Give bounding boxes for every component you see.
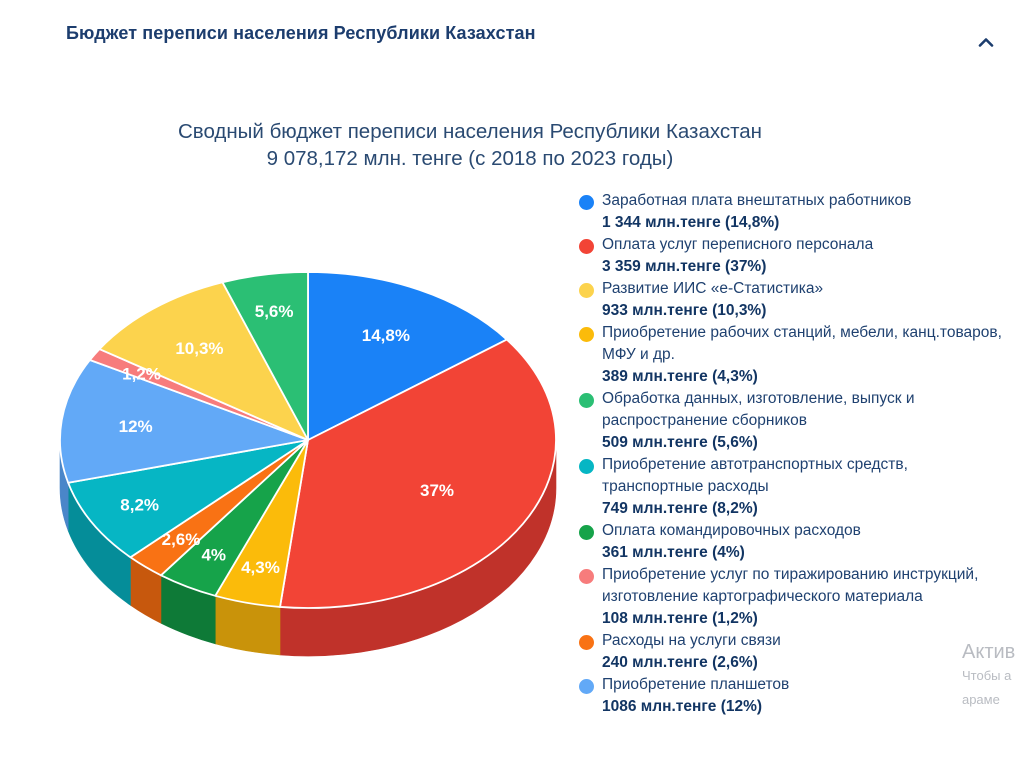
legend-label: Обработка данных, изготовление, выпуск и… xyxy=(602,390,915,429)
legend-value: 509 млн.тенге (5,6%) xyxy=(602,434,758,451)
legend-label: Оплата услуг переписного персонала xyxy=(602,236,874,253)
legend-item: Развитие ИИС «e-Статистика» 933 млн.тенге… xyxy=(578,278,1018,322)
legend-color-dot xyxy=(579,393,594,408)
pie-slice xyxy=(307,271,508,441)
pie-slice xyxy=(98,281,309,441)
chevron-up-icon xyxy=(978,38,994,47)
accordion-header[interactable]: Бюджет переписи населения Республики Каз… xyxy=(0,0,1024,70)
legend-value: 749 млн.тенге (8,2%) xyxy=(602,500,758,517)
pie-slice-label: 2,6% xyxy=(162,530,201,549)
legend-value: 933 млн.тенге (10,3%) xyxy=(602,302,767,319)
legend-value: 3 359 млн.тенге (37%) xyxy=(602,258,767,275)
legend-item: Приобретение автотранспортных средств, т… xyxy=(578,454,1018,520)
legend-color-dot xyxy=(579,569,594,584)
legend-item: Приобретение рабочих станций, мебели, ка… xyxy=(578,322,1018,388)
legend-label: Развитие ИИС «e-Статистика» xyxy=(602,280,824,297)
pie-slice-label: 4,3% xyxy=(241,558,280,577)
pie-slice-label: 12% xyxy=(119,417,153,436)
legend-label: Оплата командировочных расходов xyxy=(602,522,861,539)
pie-slice xyxy=(59,359,309,484)
accordion-title: Бюджет переписи населения Республики Каз… xyxy=(66,23,536,43)
legend-item: Заработная плата внештатных работников 1 … xyxy=(578,190,1018,234)
pie-slice xyxy=(67,439,309,559)
legend-value: 389 млн.тенге (4,3%) xyxy=(602,368,758,385)
pie-slice-label: 1,2% xyxy=(122,364,161,383)
legend-item: Расходы на услуги связи 240 млн.тенге (2,… xyxy=(578,630,1018,674)
chart-legend: Заработная плата внештатных работников 1 … xyxy=(578,190,1018,718)
pie-slice-label: 8,2% xyxy=(120,496,159,515)
legend-label: Приобретение услуг по тиражированию инст… xyxy=(602,566,979,605)
watermark-title: Актив xyxy=(962,641,1016,663)
legend-color-dot xyxy=(579,525,594,540)
pie-slice-label: 14,8% xyxy=(362,326,410,345)
legend-item: Обработка данных, изготовление, выпуск и… xyxy=(578,388,1018,454)
legend-label: Приобретение рабочих станций, мебели, ка… xyxy=(602,324,1002,363)
pie-slice-label: 37% xyxy=(420,481,454,500)
legend-label: Расходы на услуги связи xyxy=(602,632,781,649)
watermark-line: Чтобы а xyxy=(962,668,1012,683)
chart-subtitle: 9 078,172 млн. тенге (с 2018 по 2023 год… xyxy=(266,147,674,170)
pie-chart: 14,8% 37% 4,3% 4%2,6%8,2% 12% 1,2% 10,3% 5,6% xyxy=(59,271,557,657)
legend-color-dot xyxy=(579,635,594,650)
pie-slice-label: 10,3% xyxy=(175,339,223,358)
collapse-button[interactable] xyxy=(972,30,1000,54)
windows-activation-watermark: Актив Чтобы а "Параме xyxy=(962,640,1024,720)
chart-title: Сводный бюджет переписи населения Респуб… xyxy=(177,120,763,143)
legend-item: Приобретение планшетов 1086 млн.тенге (12… xyxy=(578,674,1018,718)
legend-value: 1 344 млн.тенге (14,8%) xyxy=(602,214,780,231)
legend-color-dot xyxy=(579,459,594,474)
pie-slice-label: 5,6% xyxy=(255,302,294,321)
legend-color-dot xyxy=(579,195,594,210)
legend-label: Приобретение планшетов xyxy=(602,676,790,693)
pie-slice xyxy=(279,338,557,609)
legend-color-dot xyxy=(579,283,594,298)
legend-value: 240 млн.тенге (2,6%) xyxy=(602,654,758,671)
pie-slice-label: 4% xyxy=(201,545,226,564)
chart-heading: Сводный бюджет переписи населения Респуб… xyxy=(100,118,840,172)
pie-slice xyxy=(221,271,309,441)
legend-label: Приобретение автотранспортных средств, т… xyxy=(602,456,908,495)
legend-color-dot xyxy=(579,327,594,342)
legend-item: Оплата командировочных расходов 361 млн.т… xyxy=(578,520,1018,564)
legend-label: Заработная плата внештатных работников xyxy=(602,192,912,209)
legend-color-dot xyxy=(579,239,594,254)
legend-color-dot xyxy=(579,679,594,694)
legend-value: 1086 млн.тенге (12%) xyxy=(602,698,763,715)
legend-item: Оплата услуг переписного персонала 3 359 … xyxy=(578,234,1018,278)
legend-value: 108 млн.тенге (1,2%) xyxy=(602,610,758,627)
watermark-line: "Параме xyxy=(962,692,1000,707)
legend-item: Приобретение услуг по тиражированию инст… xyxy=(578,564,1018,630)
legend-value: 361 млн.тенге (4%) xyxy=(602,544,745,561)
